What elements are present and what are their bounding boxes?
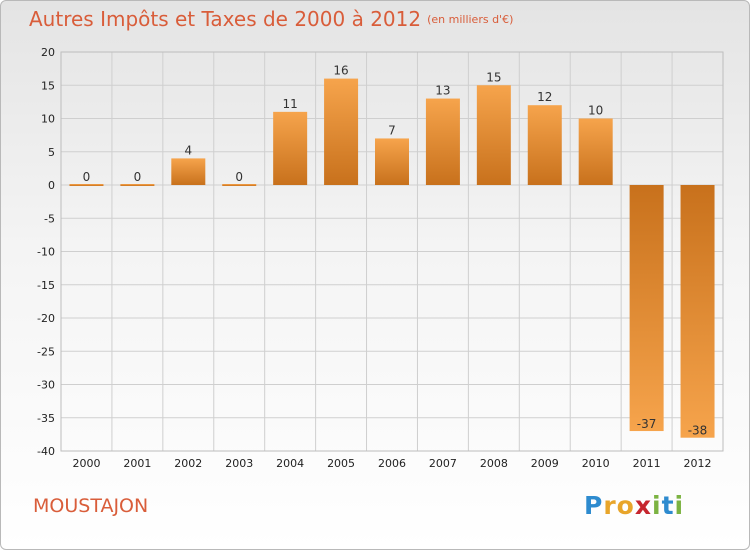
chart-title-text: Autres Impôts et Taxes de 2000 à 2012 [29,7,422,31]
bar-2006 [375,138,409,185]
grid-layer [60,51,724,452]
x-tick-label: 2007 [429,457,457,470]
bar-2007 [425,98,460,185]
proxiti-logo: Proxiti [584,491,684,520]
x-tick-label: 2010 [582,457,610,470]
bar-layer [69,78,715,438]
bar-2010 [578,118,613,185]
bar-2008 [476,85,511,185]
x-tick-label: 2000 [72,457,100,470]
y-tick-label: -10 [37,246,55,259]
bar-2001 [120,184,155,186]
logo-letter: r [603,491,617,520]
logo-letter: P [584,491,604,520]
data-label: 16 [333,64,348,78]
chart-title: Autres Impôts et Taxes de 2000 à 2012 (en… [29,7,513,31]
y-tick-label: 5 [48,146,55,159]
y-tick-label: -5 [44,212,55,225]
y-tick-label: -25 [37,345,55,358]
x-tick-label: 2008 [480,457,508,470]
data-label: 0 [235,170,243,184]
bar-2005 [324,78,359,185]
chart-unit: (en milliers d'€) [427,13,514,26]
plot-area [60,51,724,452]
y-tick-label: 10 [41,113,55,126]
data-label: -37 [637,417,657,431]
logo-letter: x [634,491,652,520]
data-label: 13 [435,84,450,98]
bar-2011 [629,185,664,432]
data-label: 0 [134,170,142,184]
bar-2002 [171,158,206,185]
x-tick-label: 2009 [531,457,559,470]
x-tick-label: 2006 [378,457,406,470]
commune-name: MOUSTAJON [33,495,149,517]
y-tick-label: 20 [41,46,55,59]
y-tick-label: -40 [37,445,55,458]
data-label: -38 [688,424,708,438]
bar-2012 [680,185,715,438]
data-label: 10 [588,104,603,118]
label-layer: 20 15 10 5 0 -5 -10 -15 -20 -25 -30 -35 -40 0 2000 0 200… [37,46,712,470]
data-label: 12 [537,90,552,104]
y-tick-label: -35 [37,412,55,425]
y-tick-label: 15 [41,79,55,92]
bar-2004 [273,111,308,185]
x-tick-label: 2002 [174,457,202,470]
logo-letter: i [674,491,685,520]
data-label: 4 [184,143,192,157]
x-tick-label: 2001 [123,457,151,470]
y-tick-label: -30 [37,379,55,392]
logo-letter: t [661,491,675,520]
bar-2009 [527,105,562,185]
y-tick-label: -15 [37,279,55,292]
data-label: 0 [83,170,91,184]
y-tick-label: 0 [48,179,55,192]
logo-letter: o [616,491,635,520]
x-tick-label: 2012 [684,457,712,470]
data-label: 11 [283,97,298,111]
x-tick-label: 2011 [633,457,661,470]
x-tick-label: 2005 [327,457,355,470]
x-tick-label: 2004 [276,457,304,470]
logo-letter: i [652,491,662,520]
data-label: 7 [388,123,396,137]
data-label: 15 [486,70,501,84]
bar-2000 [69,184,104,186]
y-tick-label: -20 [37,312,55,325]
x-tick-label: 2003 [225,457,253,470]
bar-2003 [222,184,257,186]
